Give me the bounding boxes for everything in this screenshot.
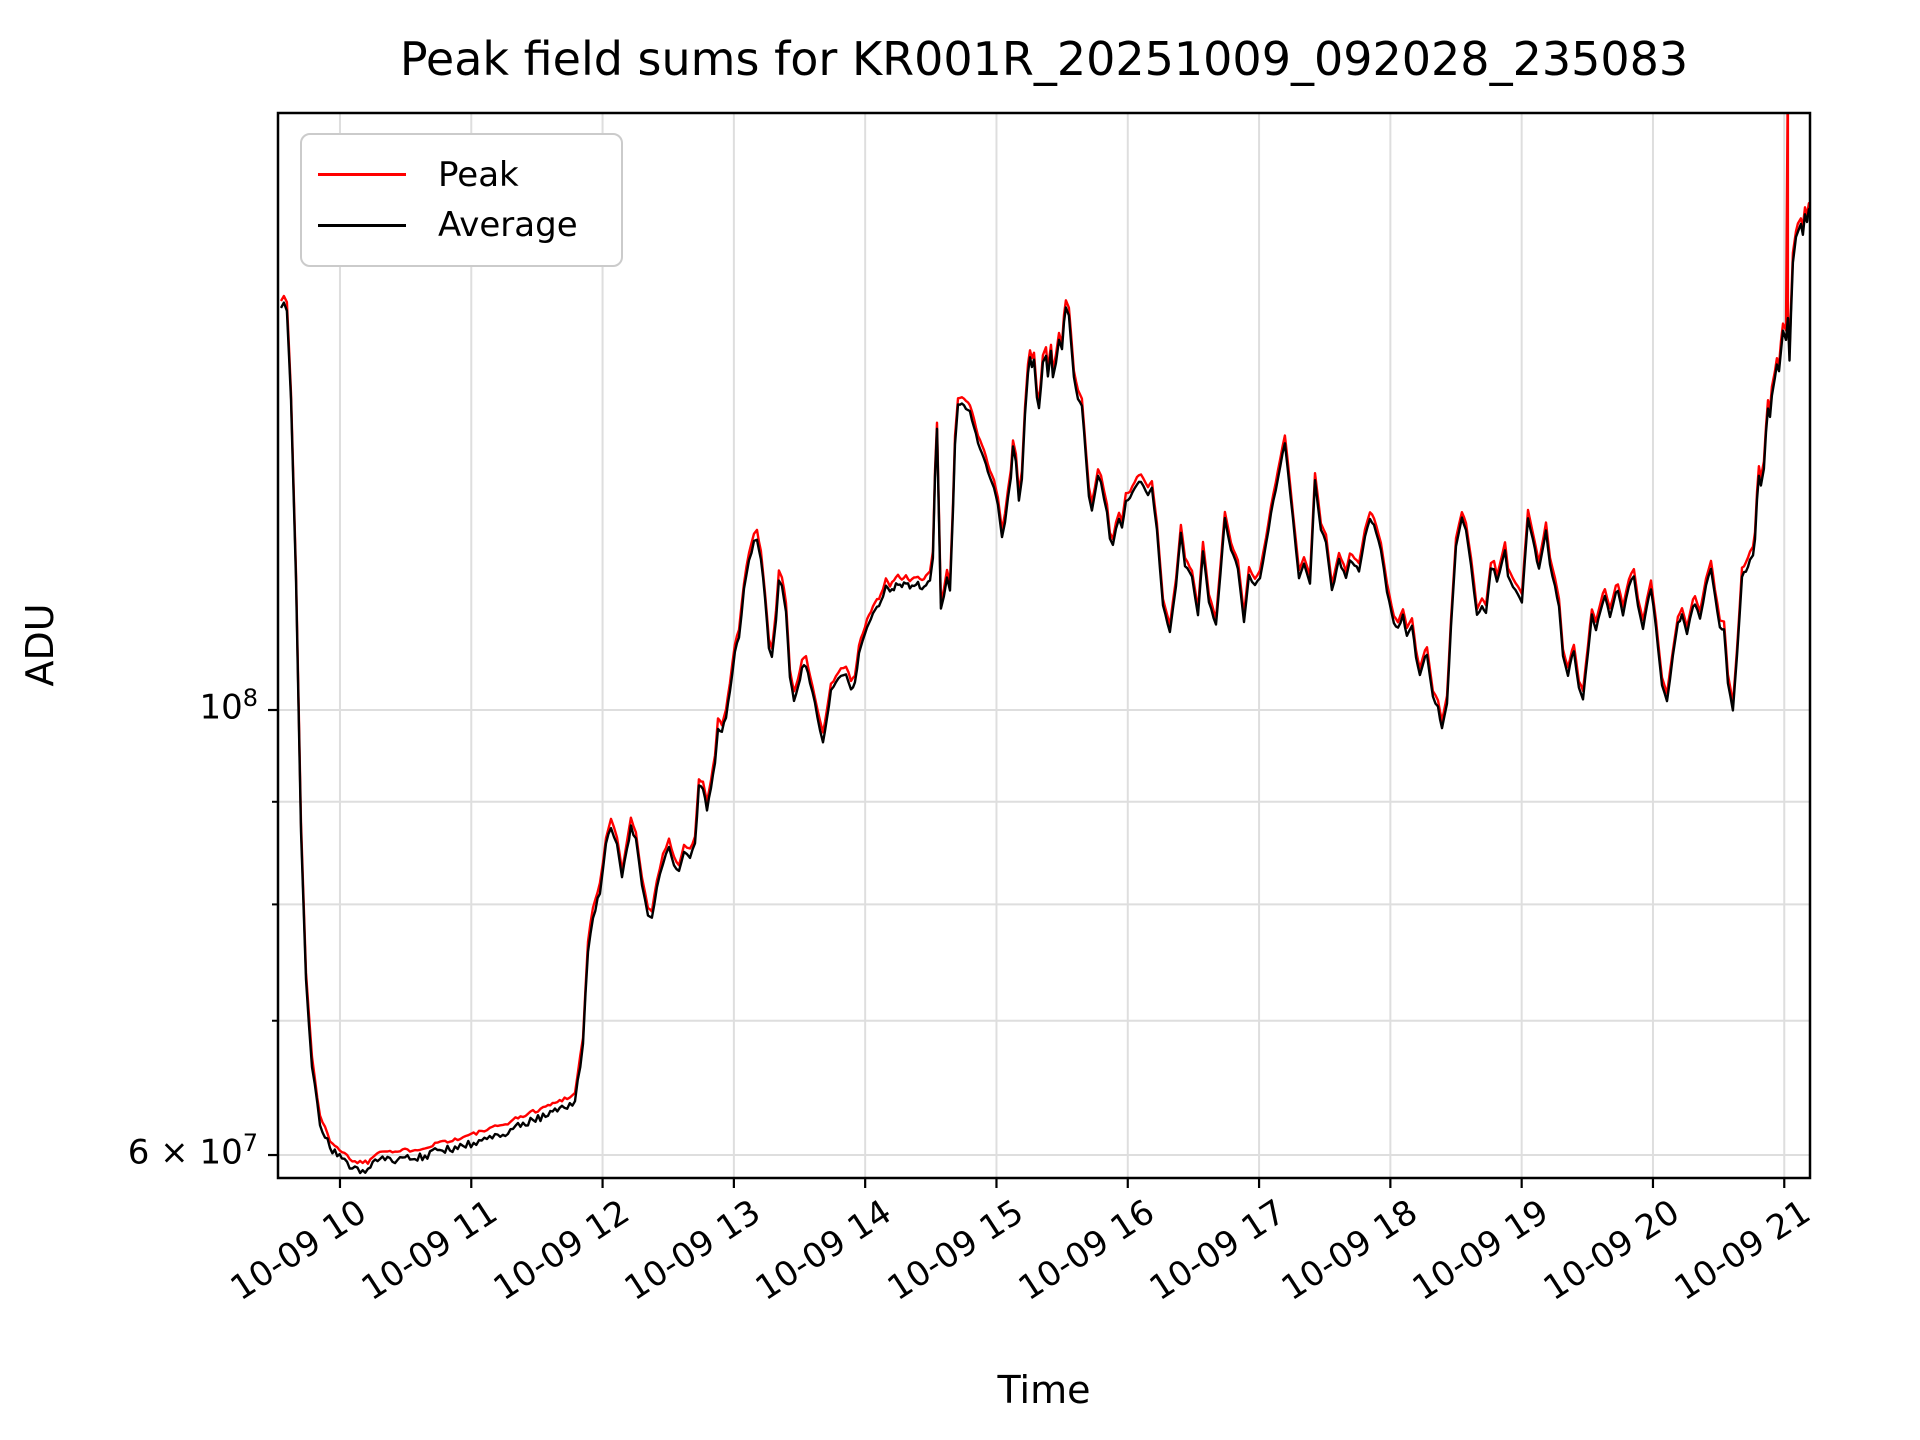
legend-item-average: Average	[302, 208, 621, 242]
y-tick-label: 108	[199, 684, 258, 728]
axes-spines	[276, 111, 1812, 1180]
gridlines	[278, 113, 1810, 1178]
legend: Peak Average	[300, 133, 623, 267]
legend-item-peak: Peak	[302, 158, 621, 192]
data-series	[279, 113, 1810, 1175]
x-axis-label: Time	[997, 1368, 1091, 1412]
axis-ticks	[268, 708, 1786, 1188]
legend-label-average: Average	[438, 205, 578, 246]
chart-title: Peak field sums for KR001R_20251009_0920…	[399, 32, 1689, 86]
average-line-sample	[318, 223, 406, 227]
legend-label-peak: Peak	[438, 154, 519, 195]
y-tick-label: 6 × 107	[127, 1129, 258, 1173]
peak-line-sample	[318, 173, 406, 177]
y-axis-label: ADU	[18, 603, 62, 687]
